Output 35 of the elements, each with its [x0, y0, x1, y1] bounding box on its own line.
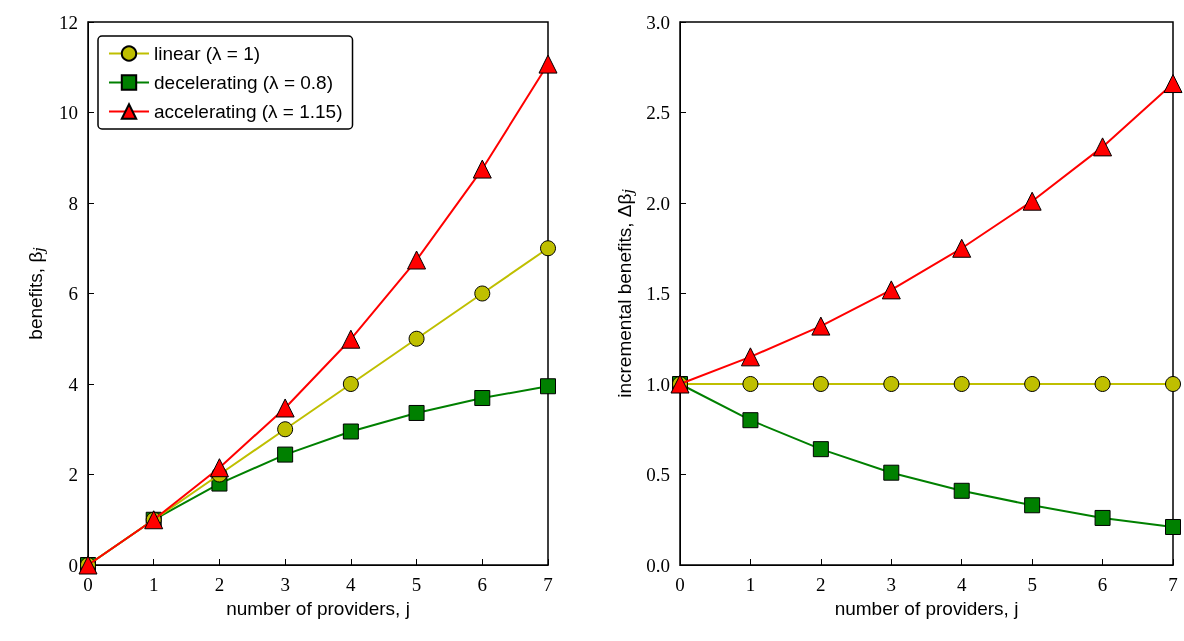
x-tick-label: 2: [816, 574, 826, 595]
legend-label: decelerating (λ = 0.8): [154, 72, 334, 93]
y-tick-label: 2.0: [646, 192, 670, 214]
x-tick-label: 6: [477, 574, 488, 595]
x-tick-label: 6: [1097, 574, 1108, 595]
x-tick-label: 0: [83, 574, 93, 595]
y-tick-label: 0.0: [646, 554, 670, 576]
x-tick-label: 1: [148, 574, 159, 595]
x-tick-label: 1: [745, 574, 756, 595]
y-tick-label: 2.5: [646, 102, 670, 123]
x-tick-label: 3: [886, 574, 897, 595]
y-tick-label: 12: [59, 11, 78, 33]
y-tick-label: 2: [68, 464, 78, 485]
y-tick-label: 1.5: [646, 283, 670, 304]
y-tick-label: 6: [68, 283, 78, 304]
y-tick-label: 0.5: [646, 464, 670, 485]
x-tick-label: 4: [956, 574, 967, 595]
x-tick-label: 4: [346, 574, 357, 595]
y-tick-label: 0: [68, 554, 78, 576]
legend-label: linear (λ = 1): [154, 43, 261, 64]
x-tick-label: 2: [214, 574, 225, 595]
x-axis-title: number of providers, j: [834, 598, 1019, 619]
x-tick-label: 0: [675, 574, 685, 595]
x-axis-title: number of providers, j: [226, 598, 410, 619]
legend-label: accelerating (λ = 1.15): [154, 101, 343, 122]
x-tick-label: 3: [280, 574, 290, 595]
y-tick-label: 10: [59, 102, 78, 123]
y-tick-label: 8: [68, 192, 78, 214]
x-tick-label: 7: [543, 574, 553, 595]
y-tick-label: 3.0: [646, 11, 670, 33]
y-tick-label: 1.0: [646, 373, 670, 395]
x-tick-label: 5: [411, 574, 422, 595]
x-tick-label: 5: [1027, 574, 1037, 595]
x-tick-label: 7: [1168, 574, 1178, 595]
y-tick-label: 4: [68, 373, 79, 395]
